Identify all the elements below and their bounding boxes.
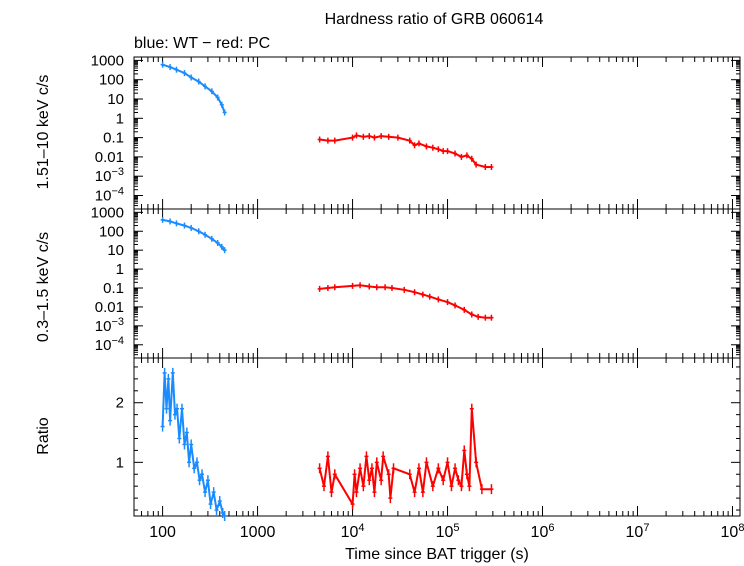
x-tick-label: 106: [531, 522, 555, 541]
y-tick-label: 1000: [91, 52, 124, 69]
hard-band-ylabel: 1.51–10 keV c/s: [35, 75, 52, 190]
y-tick-label: 100: [99, 72, 124, 89]
y-tick-label: 10−4: [95, 335, 124, 354]
x-axis-label: Time since BAT trigger (s): [345, 546, 529, 563]
series-line-wt: [162, 63, 226, 113]
y-tick-label: 1: [116, 261, 124, 278]
y-tick-label: 1000: [91, 204, 124, 221]
y-tick-label: 1: [116, 110, 124, 127]
series-line-pc: [319, 134, 492, 168]
y-tick-label: 10: [107, 91, 124, 108]
panel-frame-hard-band: [133, 56, 741, 210]
x-tick-label: 104: [341, 522, 365, 541]
panels: 10001001010.10.0110−310−410001001010.10.…: [91, 52, 744, 541]
series-line-pc: [318, 408, 492, 508]
y-tick-label: 100: [99, 223, 124, 240]
y-tick-label: 2: [116, 395, 124, 412]
x-tick-label: 105: [436, 522, 460, 541]
y-tick-label: 0.1: [103, 280, 124, 297]
y-tick-label: 10−3: [95, 166, 124, 185]
series-line-wt: [162, 218, 226, 251]
y-tick-label: 0.1: [103, 130, 124, 147]
chart-subtitle: blue: WT − red: PC: [134, 35, 270, 52]
series-line-wt: [161, 372, 226, 517]
x-tick-label: 108: [721, 522, 744, 541]
x-tick-label: 1000: [240, 524, 276, 541]
chart-title: Hardness ratio of GRB 060614: [325, 11, 544, 28]
ratio-ylabel: Ratio: [35, 417, 52, 454]
y-tick-label: 10: [107, 242, 124, 259]
y-tick-label: 0.01: [95, 299, 124, 316]
panel-frame-soft-band: [133, 208, 741, 359]
y-tick-label: 10−3: [95, 316, 124, 335]
soft-band-ylabel: 0.3–1.5 keV c/s: [35, 232, 52, 342]
x-tick-label: 107: [626, 522, 650, 541]
panel-frame-ratio: [133, 357, 741, 517]
y-tick-label: 0.01: [95, 149, 124, 166]
y-tick-label: 10−4: [95, 186, 124, 205]
x-tick-label: 100: [149, 524, 176, 541]
y-tick-label: 1: [116, 454, 124, 471]
